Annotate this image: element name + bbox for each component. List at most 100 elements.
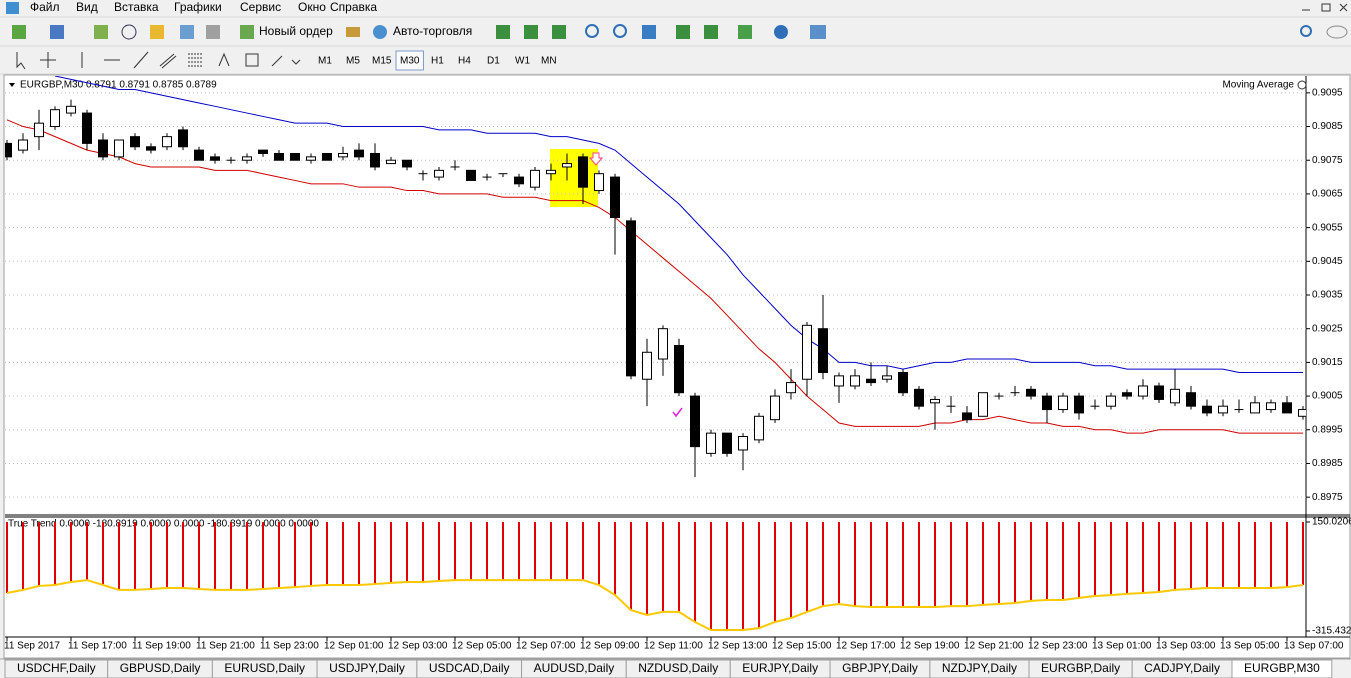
- candle-body: [466, 169, 476, 181]
- search[interactable]: [1300, 25, 1312, 37]
- drawing-tools: [16, 51, 301, 70]
- new-order-button[interactable]: Новый ордер: [259, 24, 333, 38]
- icon[interactable]: [206, 25, 220, 39]
- timeframe-button[interactable]: H1: [431, 56, 444, 67]
- histogram-bar: [1142, 522, 1144, 593]
- histogram-bar: [1270, 522, 1272, 589]
- tab-label[interactable]: EURGBP,Daily: [1041, 661, 1120, 675]
- new-order-icon[interactable]: [240, 25, 254, 39]
- timeframe-button[interactable]: D1: [487, 56, 500, 67]
- icon[interactable]: [150, 25, 164, 39]
- menu-item[interactable]: Вид: [76, 0, 98, 14]
- icon[interactable]: [50, 25, 64, 39]
- indicator-title: True Trend 0.0000 -180.8919 0.0000 0.000…: [8, 519, 319, 530]
- tab-label[interactable]: USDCHF,Daily: [17, 661, 96, 675]
- candle-body: [514, 176, 524, 185]
- histogram-bar: [118, 522, 120, 590]
- icon[interactable]: [810, 25, 826, 39]
- icon[interactable]: [774, 25, 788, 39]
- y-tick-label: 0.9035: [1312, 290, 1343, 301]
- histogram-bar: [134, 522, 136, 590]
- icon[interactable]: [496, 25, 510, 39]
- indicator-name: Moving Average: [1222, 80, 1294, 91]
- histogram-bar: [230, 522, 232, 590]
- icon[interactable]: [94, 25, 108, 39]
- zoom-out[interactable]: [613, 24, 627, 38]
- histogram-bar: [550, 522, 552, 581]
- histogram-bar: [982, 522, 984, 605]
- candle-body: [130, 136, 140, 148]
- trendline-tool[interactable]: [133, 51, 149, 69]
- close-button[interactable]: [1339, 3, 1348, 12]
- menu-item[interactable]: Окно: [298, 0, 326, 14]
- histogram-bar: [374, 522, 376, 585]
- x-tick-label: 12 Sep 05:00: [452, 641, 512, 652]
- timeframe-button[interactable]: MN: [541, 56, 557, 67]
- auto-trading-icon[interactable]: [373, 25, 387, 39]
- icon[interactable]: [180, 25, 194, 39]
- candle-body: [1138, 385, 1148, 397]
- histogram-bar: [630, 522, 632, 611]
- tab-label[interactable]: USDJPY,Daily: [329, 661, 405, 675]
- icon[interactable]: [704, 25, 718, 39]
- candle-body: [578, 156, 588, 188]
- tab-label[interactable]: CADJPY,Daily: [1144, 661, 1220, 675]
- text-tool[interactable]: [218, 52, 230, 67]
- candle-body: [1122, 392, 1132, 397]
- icon[interactable]: [738, 25, 752, 39]
- x-tick-label: 11 Sep 19:00: [132, 641, 191, 652]
- crosshair-tool[interactable]: [40, 52, 56, 68]
- arrows-tool[interactable]: [271, 55, 301, 67]
- menu-item[interactable]: Сервис: [240, 0, 281, 14]
- timeframe-button[interactable]: W1: [515, 56, 530, 67]
- tab-label[interactable]: GBPUSD,Daily: [120, 661, 201, 675]
- timeframe-button[interactable]: M1: [318, 56, 332, 67]
- candle-body: [322, 152, 332, 161]
- tab-active[interactable]: [1231, 659, 1333, 678]
- cursor-tool[interactable]: [16, 52, 26, 70]
- zoom-in[interactable]: [585, 24, 599, 38]
- tab-label[interactable]: EURUSD,Daily: [224, 661, 305, 675]
- icon[interactable]: [676, 25, 690, 39]
- fibo-tool[interactable]: [188, 53, 202, 67]
- chart-menu-arrow[interactable]: [9, 83, 15, 87]
- icon[interactable]: [552, 25, 566, 39]
- tab-label[interactable]: NZDUSD,Daily: [638, 661, 718, 675]
- histogram-bar: [182, 522, 184, 589]
- histogram-bar: [326, 522, 328, 585]
- tab-label[interactable]: AUDUSD,Daily: [534, 661, 615, 675]
- timeframe-button[interactable]: M5: [346, 56, 360, 67]
- chat[interactable]: [1326, 25, 1348, 39]
- timeframe-button[interactable]: M30: [400, 56, 420, 67]
- icon[interactable]: [524, 25, 538, 39]
- tab-label[interactable]: EURJPY,Daily: [742, 661, 818, 675]
- timeframe-button[interactable]: H4: [458, 56, 471, 67]
- label-tool[interactable]: [245, 53, 259, 67]
- candle-body: [722, 432, 732, 454]
- timeframe-button[interactable]: M15: [372, 56, 392, 67]
- indicator-close[interactable]: [1297, 80, 1307, 90]
- candle-body: [1042, 395, 1052, 411]
- histogram-bar: [1222, 522, 1224, 589]
- icon[interactable]: [121, 24, 137, 40]
- icon[interactable]: [642, 25, 656, 39]
- trend-line: [6, 579, 1304, 631]
- candle-body: [706, 432, 716, 454]
- histogram-bar: [614, 522, 616, 596]
- restore-button[interactable]: [1321, 3, 1331, 12]
- menu-item[interactable]: Графики: [174, 0, 222, 14]
- tab-label[interactable]: GBPJPY,Daily: [842, 661, 918, 675]
- icon[interactable]: [12, 25, 26, 39]
- auto-trading-button[interactable]: Авто-торговля: [393, 24, 472, 38]
- menu-item[interactable]: Справка: [330, 0, 377, 14]
- histogram-bar: [470, 522, 472, 581]
- channel-tool[interactable]: [159, 53, 177, 69]
- menu-item[interactable]: Файл: [30, 0, 60, 14]
- tab-label[interactable]: USDCAD,Daily: [429, 661, 510, 675]
- menu-item[interactable]: Вставка: [114, 0, 159, 14]
- tab-label[interactable]: NZDJPY,Daily: [942, 661, 1017, 675]
- icon[interactable]: [346, 27, 360, 37]
- histogram-bar: [294, 522, 296, 588]
- candle-body: [610, 176, 620, 219]
- tab-label[interactable]: EURGBP,M30: [1244, 661, 1320, 675]
